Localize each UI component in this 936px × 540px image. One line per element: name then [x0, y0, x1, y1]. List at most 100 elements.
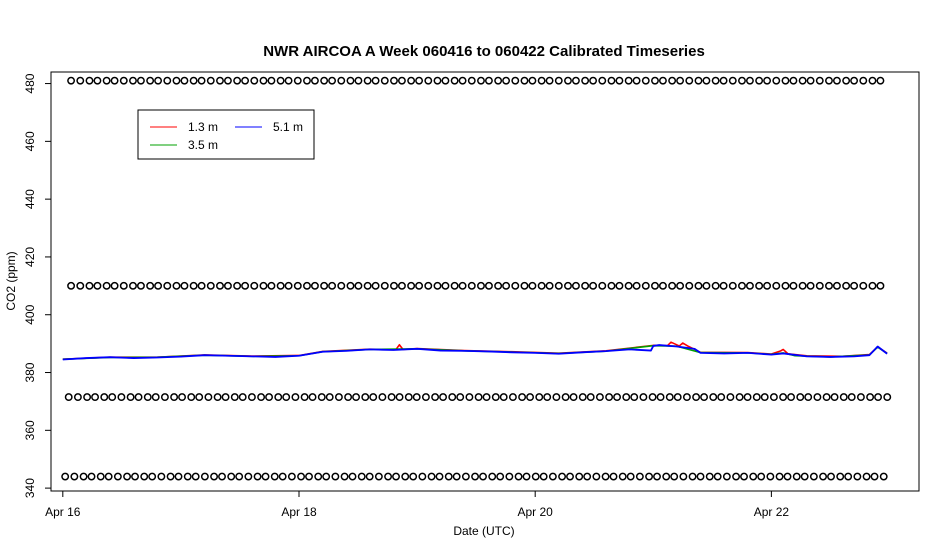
calibration-point [441, 281, 450, 290]
calibration-point [297, 472, 306, 481]
calibration-point [645, 472, 654, 481]
calibration-point [522, 472, 531, 481]
calibration-point [424, 281, 433, 290]
calibration-point [477, 281, 485, 290]
calibration-point [83, 393, 92, 402]
calibration-point [832, 76, 841, 85]
calibration-point [352, 393, 361, 402]
calibration-point [371, 281, 380, 290]
calibration-point [452, 472, 461, 481]
calibration-point [531, 472, 540, 481]
calibration-point [798, 76, 807, 85]
calibration-point [862, 472, 871, 481]
calibration-point [719, 281, 728, 290]
calibration-point [651, 76, 659, 85]
calibration-point [293, 76, 302, 85]
calibration-point [363, 76, 372, 85]
calibration-point [200, 472, 209, 481]
calibration-point [293, 281, 302, 290]
calibration-point [70, 472, 79, 481]
calibration-point [465, 393, 474, 402]
calibration-point [409, 472, 418, 481]
calibration-point [233, 76, 242, 85]
calibration-point [518, 393, 527, 402]
calibration-point [792, 472, 801, 481]
calibration-point [641, 76, 650, 85]
calibration-point [789, 76, 798, 85]
calibration-point [104, 472, 113, 481]
calibration-point [435, 472, 444, 481]
calibration-point [552, 393, 561, 402]
calibration-point [387, 393, 396, 402]
calibration-point [300, 393, 309, 402]
calibration-point [131, 472, 139, 481]
calibration-point [247, 393, 256, 402]
legend-label-1-3m: 1.3 m [188, 120, 218, 134]
calibration-point [93, 281, 102, 290]
calibration-point [484, 76, 493, 85]
calibration-point [609, 472, 618, 481]
calibration-point [467, 281, 476, 290]
calibration-point [713, 472, 722, 481]
calibration-point [586, 393, 595, 402]
calibration-point [548, 472, 557, 481]
calibration-point [772, 76, 781, 85]
y-tick-label-0: 340 [23, 478, 37, 498]
calibration-point [76, 76, 85, 85]
calibration-point [685, 281, 694, 290]
calibration-point [439, 393, 448, 402]
calibration-point [859, 76, 868, 85]
calibration-point [206, 76, 215, 85]
calibration-point [64, 393, 73, 402]
calibration-point [331, 472, 340, 481]
calibration-point [79, 472, 88, 481]
calibration-point [216, 281, 224, 290]
calibration-point [564, 281, 572, 290]
calibration-point [595, 393, 604, 402]
calibration-point [745, 76, 754, 85]
calibration-point [763, 281, 772, 290]
calibration-point [259, 281, 268, 290]
calibration-point [340, 472, 349, 481]
calibration-point [717, 393, 726, 402]
calibration-point [484, 281, 493, 290]
calibration-point [496, 472, 505, 481]
calibration-point [702, 281, 711, 290]
calibration-point [148, 472, 157, 481]
calibration-point [859, 281, 868, 290]
calibration-point [832, 281, 841, 290]
x-axis: Apr 16 Apr 18 Apr 20 Apr 22 [45, 491, 789, 519]
calibration-point [380, 76, 389, 85]
calibration-point [694, 76, 703, 85]
calibration-point [287, 472, 296, 481]
calibration-point [270, 472, 279, 481]
calibration-point [235, 472, 244, 481]
series-lines [62, 341, 888, 361]
calibration-point [847, 393, 856, 402]
calibration-point [412, 393, 421, 402]
calibration-point [508, 393, 517, 402]
calibration-point [537, 281, 546, 290]
calibration-point [93, 76, 102, 85]
calibration-point [129, 76, 137, 85]
calibration-point [578, 393, 587, 402]
calibration-point [166, 472, 175, 481]
calibration-point [571, 76, 580, 85]
calibration-point [223, 281, 232, 290]
calibration-point [384, 472, 393, 481]
calibration-point [581, 76, 590, 85]
calibration-point [146, 281, 155, 290]
calibration-point [740, 472, 748, 481]
calibration-point [601, 472, 610, 481]
calibration-point [241, 281, 250, 290]
calibration-point [494, 281, 503, 290]
calibration-point [694, 281, 703, 290]
calibration-point [618, 472, 627, 481]
calibration-point [528, 76, 537, 85]
calibration-point [743, 393, 752, 402]
calibration-point [253, 472, 262, 481]
calibration-point [456, 393, 465, 402]
calibration-point [238, 393, 247, 402]
calibration-point [735, 393, 744, 402]
calibration-point [624, 281, 633, 290]
